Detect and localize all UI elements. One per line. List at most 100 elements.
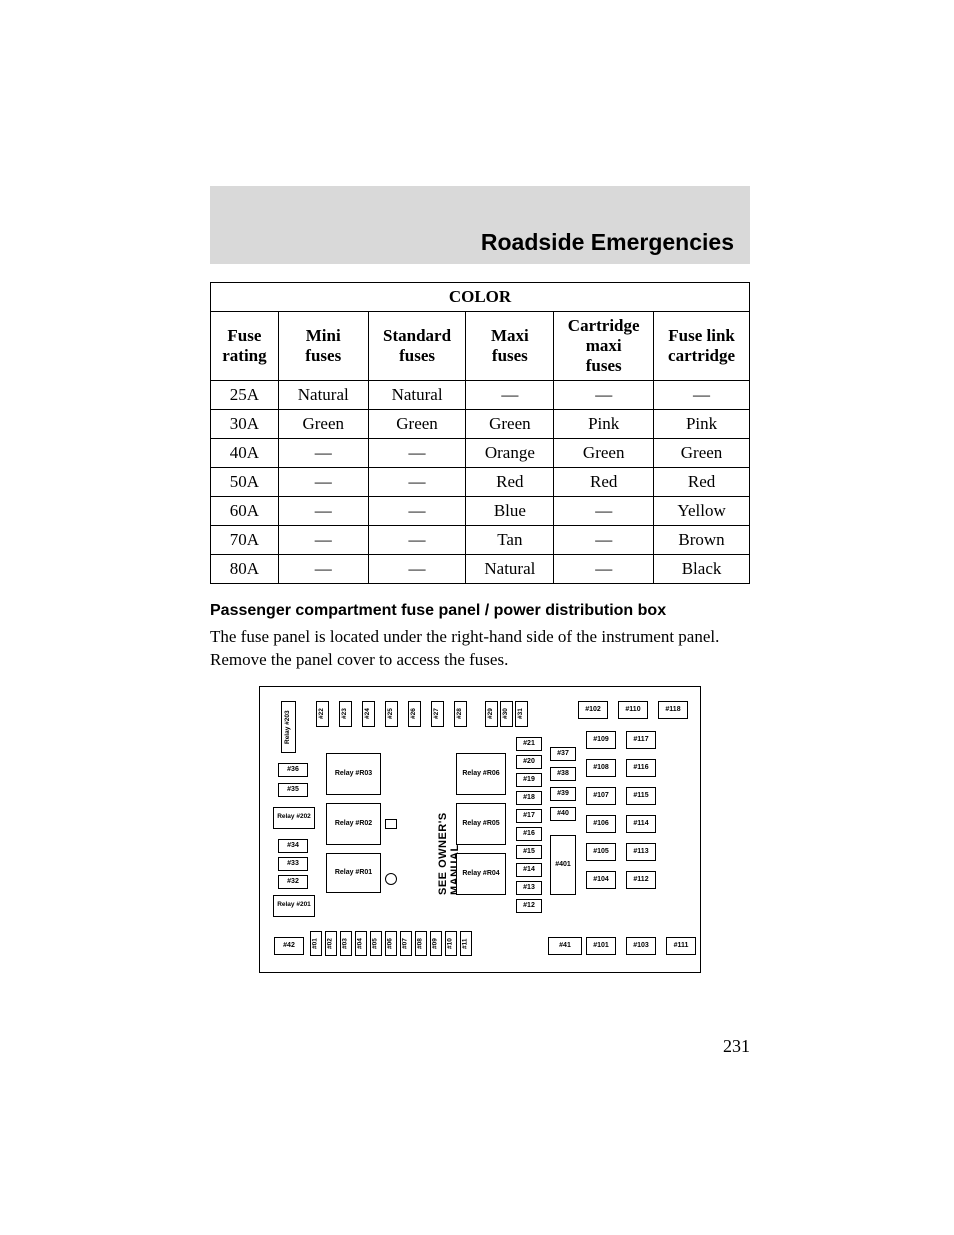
fuse-slot: #23 [339,701,352,727]
fuse-slot: #22 [316,701,329,727]
subsection-title: Passenger compartment fuse panel / power… [210,602,750,620]
fuse-slot: #102 [578,701,608,719]
fuse-slot: #101 [586,937,616,955]
fuse-slot: #37 [550,747,576,761]
table-row: 30AGreenGreenGreenPinkPink [211,410,750,439]
fuse-slot: Relay #202 [273,807,315,829]
table-row: 25ANaturalNatural——— [211,381,750,410]
table-cell: Yellow [654,497,750,526]
table-cell: Pink [654,410,750,439]
table-cell: Green [466,410,554,439]
table-cell: Blue [466,497,554,526]
table-cell: — [554,497,654,526]
fuse-slot: Relay #R05 [456,803,506,845]
fuse-slot: #20 [516,755,542,769]
fuse-slot: #117 [626,731,656,749]
table-cell: — [554,555,654,584]
table-cell: — [278,555,368,584]
table-cell: 50A [211,468,279,497]
table-row: 40A——OrangeGreenGreen [211,439,750,468]
connector-icon [385,873,397,885]
fuse-slot: #13 [516,881,542,895]
table-cell: Red [654,468,750,497]
fuse-slot: #26 [408,701,421,727]
fuse-slot: Relay #203 [281,701,296,753]
table-cell: — [368,555,466,584]
fuse-slot: #112 [626,871,656,889]
table-cell: 70A [211,526,279,555]
fuse-slot: #34 [278,839,308,853]
table-cell: — [368,526,466,555]
table-cell: Natural [278,381,368,410]
connector-icon [385,819,397,829]
fuse-color-table: COLOR FuseratingMinifusesStandardfusesMa… [210,282,750,584]
column-header: Maxifuses [466,312,554,381]
fuse-slot: #104 [586,871,616,889]
table-row: 50A——RedRedRed [211,468,750,497]
table-cell: — [368,497,466,526]
fuse-slot: #35 [278,783,308,797]
fuse-slot: #12 [516,899,542,913]
fuse-slot: #27 [431,701,444,727]
fuse-slot: #40 [550,807,576,821]
table-cell: — [368,439,466,468]
body-text: The fuse panel is located under the righ… [210,626,750,672]
section-title: Roadside Emergencies [481,229,734,256]
table-row: 70A——Tan—Brown [211,526,750,555]
fuse-slot: #103 [626,937,656,955]
fuse-slot: #118 [658,701,688,719]
table-cell: Red [554,468,654,497]
fuse-slot: #29 [485,701,498,727]
table-cell: — [278,468,368,497]
fuse-slot: #01 [310,931,322,956]
table-cell: Brown [654,526,750,555]
table-cell: Green [278,410,368,439]
column-header: Standardfuses [368,312,466,381]
fuse-slot: #17 [516,809,542,823]
fuse-slot: #14 [516,863,542,877]
table-cell: — [278,526,368,555]
fuse-slot: #107 [586,787,616,805]
fuse-slot: Relay #R01 [326,853,381,893]
page-number: 231 [723,1036,750,1057]
fuse-slot: #106 [586,815,616,833]
fuse-slot: Relay #R04 [456,853,506,895]
fuse-slot: #05 [370,931,382,956]
fuse-slot: #15 [516,845,542,859]
table-cell: Orange [466,439,554,468]
table-cell: — [278,439,368,468]
column-header: Cartridgemaxifuses [554,312,654,381]
fuse-slot: #10 [445,931,457,956]
fuse-slot: #32 [278,875,308,889]
fuse-slot: #03 [340,931,352,956]
fuse-panel-diagram: SEE OWNER'S MANUAL Relay #203#22#23#24#2… [259,686,701,973]
table-cell: 30A [211,410,279,439]
table-cell: — [554,381,654,410]
fuse-slot: #109 [586,731,616,749]
column-header: Minifuses [278,312,368,381]
fuse-slot: #114 [626,815,656,833]
fuse-slot: #116 [626,759,656,777]
table-cell: 25A [211,381,279,410]
fuse-slot: #21 [516,737,542,751]
table-cell: Green [654,439,750,468]
fuse-slot: #04 [355,931,367,956]
fuse-slot: #33 [278,857,308,871]
fuse-slot: #28 [454,701,467,727]
table-cell: Tan [466,526,554,555]
fuse-slot: #11 [460,931,472,956]
fuse-slot: #105 [586,843,616,861]
fuse-slot: #19 [516,773,542,787]
fuse-slot: #42 [274,937,304,955]
fuse-slot: #09 [430,931,442,956]
fuse-slot: #16 [516,827,542,841]
table-cell: — [654,381,750,410]
table-row: 80A——Natural—Black [211,555,750,584]
fuse-slot: #41 [548,937,582,955]
fuse-slot: #38 [550,767,576,781]
fuse-slot: #08 [415,931,427,956]
fuse-slot: #07 [400,931,412,956]
table-cell: Natural [368,381,466,410]
fuse-slot: #401 [550,835,576,895]
table-cell: — [368,468,466,497]
